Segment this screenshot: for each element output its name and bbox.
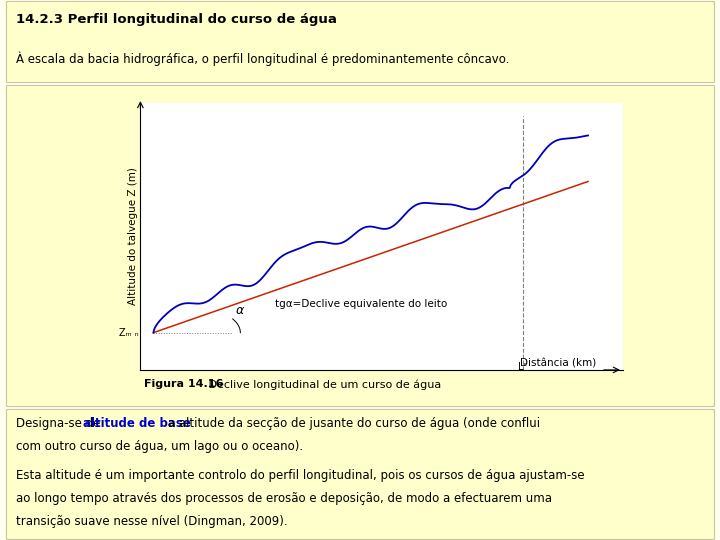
Text: α: α — [236, 305, 244, 318]
Text: 14.2.3 Perfil longitudinal do curso de água: 14.2.3 Perfil longitudinal do curso de á… — [17, 12, 337, 25]
Text: altitude de base: altitude de base — [83, 417, 191, 430]
Text: a altitude da secção de jusante do curso de água (onde conflui: a altitude da secção de jusante do curso… — [164, 417, 541, 430]
Text: ao longo tempo através dos processos de erosão e deposição, de modo a efectuarem: ao longo tempo através dos processos de … — [17, 492, 552, 505]
Text: tgα=Declive equivalente do leito: tgα=Declive equivalente do leito — [275, 299, 447, 308]
Text: Distância (km): Distância (km) — [521, 359, 597, 369]
Text: Esta altitude é um importante controlo do perfil longitudinal, pois os cursos de: Esta altitude é um importante controlo d… — [17, 469, 585, 482]
Text: Declive longitudinal de um curso de água: Declive longitudinal de um curso de água — [205, 379, 441, 389]
Text: transição suave nesse nível (Dingman, 2009).: transição suave nesse nível (Dingman, 20… — [17, 515, 288, 528]
Text: À escala da bacia hidrográfica, o perfil longitudinal é predominantemente côncav: À escala da bacia hidrográfica, o perfil… — [17, 52, 510, 66]
Text: Figura 14.16: Figura 14.16 — [144, 379, 223, 389]
Text: Lᶜ: Lᶜ — [518, 362, 528, 372]
Y-axis label: Altitude do talvegue Z (m): Altitude do talvegue Z (m) — [127, 167, 138, 305]
Text: Designa-se de: Designa-se de — [17, 417, 104, 430]
Text: Zₘ ₙ: Zₘ ₙ — [119, 328, 138, 338]
Text: com outro curso de água, um lago ou o oceano).: com outro curso de água, um lago ou o oc… — [17, 440, 304, 453]
